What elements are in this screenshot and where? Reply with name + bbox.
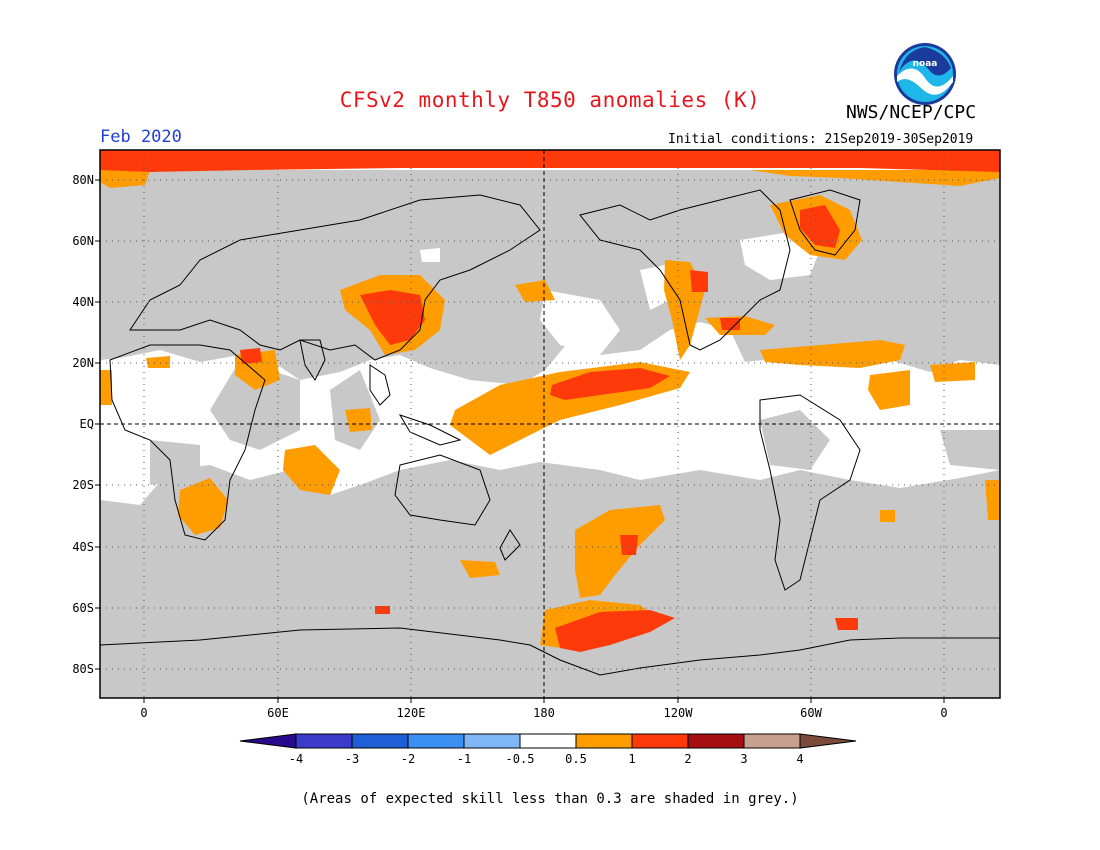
graticule bbox=[100, 150, 1000, 698]
lat-label-20s: 20S bbox=[72, 478, 94, 492]
colorbar-label: 3 bbox=[740, 752, 748, 766]
lon-label-0-east: 0 bbox=[940, 706, 948, 720]
lon-label-120w: 120W bbox=[663, 706, 693, 720]
valid-month: Feb 2020 bbox=[100, 127, 182, 147]
colorbar-label: 0.5 bbox=[565, 752, 587, 766]
lat-label-60n: 60N bbox=[72, 234, 94, 248]
lon-label-0-west: 0 bbox=[140, 706, 148, 720]
colorbar-label: -0.5 bbox=[505, 752, 535, 766]
initial-conditions: Initial conditions: 21Sep2019-30Sep2019 bbox=[668, 132, 974, 147]
colorbar-label: -3 bbox=[344, 752, 360, 766]
lat-label-20n: 20N bbox=[72, 356, 94, 370]
colorbar-label: -4 bbox=[288, 752, 304, 766]
lat-label-40n: 40N bbox=[72, 295, 94, 309]
noaa-logo-text: noaa bbox=[913, 59, 938, 69]
map-title: CFSv2 monthly T850 anomalies (K) bbox=[339, 88, 761, 112]
colorbar-label: 2 bbox=[684, 752, 692, 766]
colorbar-label: -1 bbox=[456, 752, 472, 766]
colorbar-label: 4 bbox=[796, 752, 804, 766]
lat-label-eq: EQ bbox=[79, 417, 94, 431]
equator-dateline bbox=[100, 150, 1000, 698]
lon-label-60e: 60E bbox=[267, 706, 289, 720]
lon-label-180: 180 bbox=[533, 706, 555, 720]
agency-label: NWS/NCEP/CPC bbox=[846, 102, 977, 123]
lat-label-80s: 80S bbox=[72, 662, 94, 676]
lat-label-80n: 80N bbox=[72, 173, 94, 187]
colorbar-label: 1 bbox=[628, 752, 636, 766]
skill-footnote: (Areas of expected skill less than 0.3 a… bbox=[301, 791, 799, 807]
lat-label-40s: 40S bbox=[72, 540, 94, 554]
lon-label-120e: 120E bbox=[396, 706, 426, 720]
noaa-logo-icon: noaa bbox=[894, 43, 956, 105]
low-skill-shading bbox=[100, 170, 1000, 698]
warm-anomaly-1-2 bbox=[100, 150, 1000, 652]
lon-label-60w: 60W bbox=[800, 706, 822, 720]
colorbar-label: -2 bbox=[400, 752, 416, 766]
lat-label-60s: 60S bbox=[72, 601, 94, 615]
coastlines bbox=[99, 189, 1000, 676]
